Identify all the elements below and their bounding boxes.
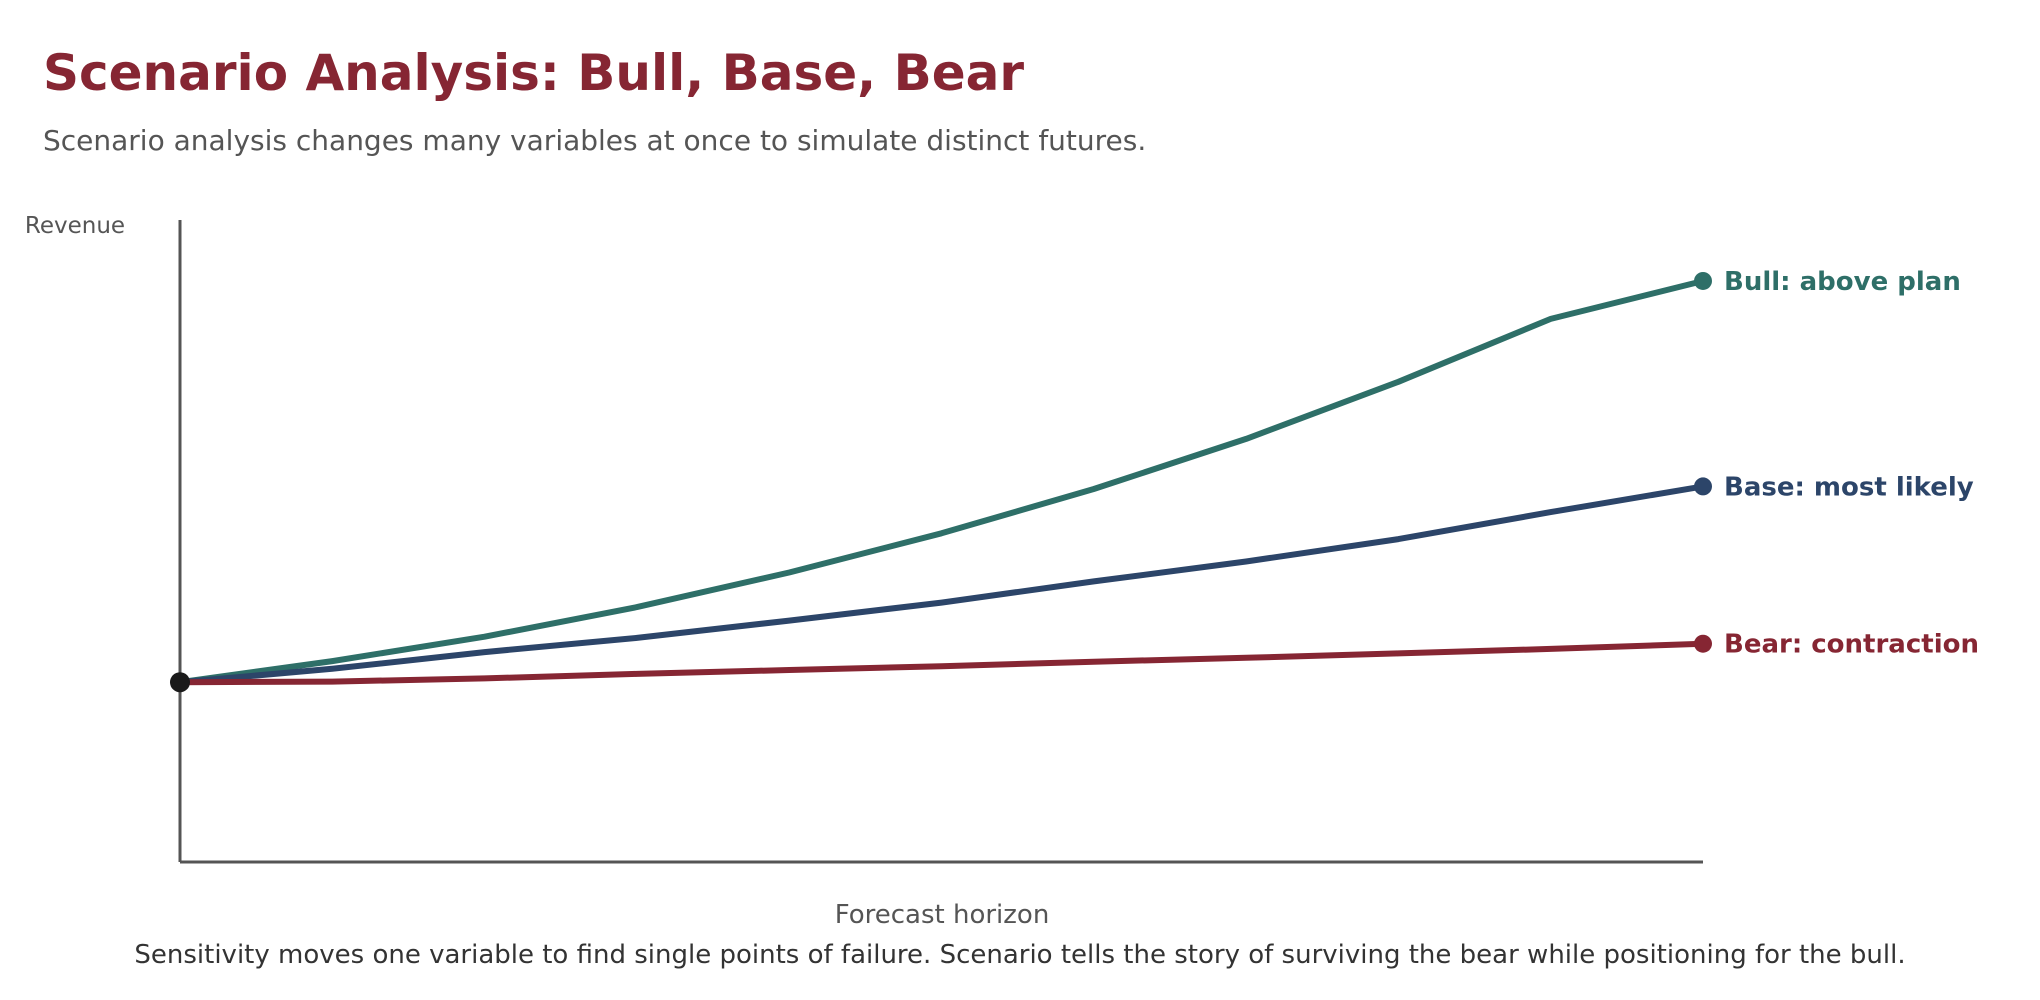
origin-point (170, 672, 190, 693)
series-line-bear (177, 640, 1706, 686)
series-endpoint-bull (1694, 271, 1712, 290)
chart-title: Scenario Analysis: Bull, Base, Bear (43, 44, 1025, 102)
series-layer (177, 271, 1712, 686)
x-axis-label: Forecast horizon (835, 900, 1050, 930)
footer-note: Sensitivity moves one variable to find s… (134, 940, 1906, 970)
series-line-bull (177, 278, 1706, 686)
series-label-bull: Bull: above plan (1724, 267, 1961, 297)
origin-layer (170, 672, 190, 693)
series-line-base (177, 483, 1706, 686)
chart-subtitle: Scenario analysis changes many variables… (43, 124, 1147, 157)
y-axis-label: Revenue (25, 213, 125, 239)
series-label-bear: Bear: contraction (1724, 630, 1979, 660)
series-endpoint-bear (1694, 634, 1712, 653)
series-label-base: Base: most likely (1724, 472, 1974, 502)
series-labels: Bull: above plan Base: most likely Bear: c… (1724, 267, 1979, 660)
series-endpoint-base (1694, 477, 1712, 496)
